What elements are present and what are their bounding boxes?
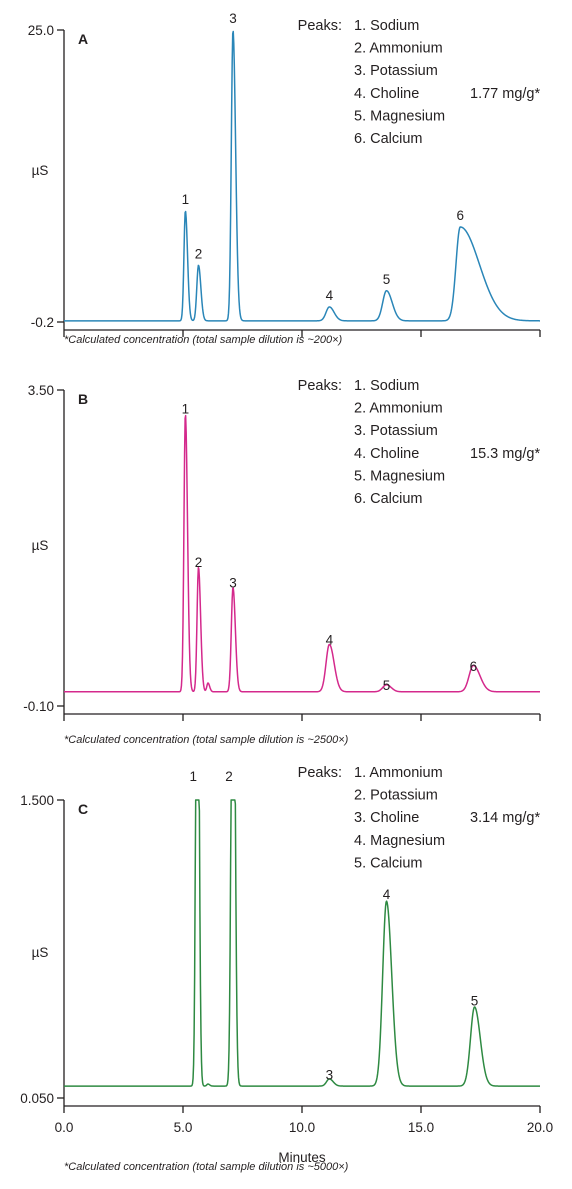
chromatogram-panel-b <box>57 389 541 721</box>
peak-list-item: 1. Sodium <box>354 378 419 394</box>
panel-label: A <box>78 31 88 47</box>
footnote: *Calculated concentration (total sample … <box>64 1161 349 1173</box>
footnote: *Calculated concentration (total sample … <box>64 734 349 746</box>
peaks-heading: Peaks: <box>298 378 342 394</box>
y-tick-label-max: 1.500 <box>20 793 54 808</box>
peak-number-label: 1 <box>190 769 198 784</box>
peak-number-label: 3 <box>229 11 237 26</box>
chromatogram-panel-c <box>57 799 541 1113</box>
x-axis-label: Minutes <box>278 1150 326 1165</box>
x-tick-label: 20.0 <box>527 1120 553 1135</box>
peak-number-label: 6 <box>470 659 478 674</box>
peak-number-label: 2 <box>195 246 203 261</box>
x-tick-label: 10.0 <box>289 1120 315 1135</box>
y-tick-label-max: 25.0 <box>28 23 54 38</box>
peak-list-item: 5. Magnesium <box>354 108 445 124</box>
peak-list-item: 4. Choline <box>354 86 419 102</box>
x-tick-label: 15.0 <box>408 1120 434 1135</box>
panel-label: C <box>78 801 88 817</box>
y-axis-label: µS <box>32 945 49 960</box>
peaks-heading: Peaks: <box>298 765 342 781</box>
peak-list-item: 4. Magnesium <box>354 833 445 849</box>
peak-list-item: 6. Calcium <box>354 491 423 507</box>
peak-list-item: 5. Calcium <box>354 855 423 871</box>
chromatogram-trace <box>63 30 541 322</box>
peak-number-label: 3 <box>326 1068 334 1083</box>
peak-number-label: 5 <box>383 272 391 287</box>
peak-number-label: 1 <box>182 402 190 417</box>
y-tick-label-min: 0.050 <box>20 1091 54 1106</box>
peak-list-item: 5. Magnesium <box>354 468 445 484</box>
y-axis-label: µS <box>32 163 49 178</box>
peak-number-label: 4 <box>326 632 334 647</box>
peak-number-label: 6 <box>457 208 465 223</box>
peak-number-label: 1 <box>182 192 190 207</box>
peak-number-label: 4 <box>326 288 334 303</box>
x-tick-label: 0.0 <box>55 1120 74 1135</box>
concentration-value: 3.14 mg/g* <box>470 810 540 826</box>
peak-list-item: 2. Potassium <box>354 788 438 804</box>
peaks-heading: Peaks: <box>298 18 342 34</box>
chromatogram-panel-a <box>57 29 541 337</box>
peak-number-label: 2 <box>225 769 233 784</box>
peak-list-item: 4. Choline <box>354 446 419 462</box>
peak-list-item: 3. Choline <box>354 810 419 826</box>
peak-list-item: 1. Sodium <box>354 18 419 34</box>
peak-number-label: 3 <box>229 575 237 590</box>
concentration-value: 15.3 mg/g* <box>470 446 540 462</box>
concentration-value: 1.77 mg/g* <box>470 86 540 102</box>
y-tick-label-max: 3.50 <box>28 383 54 398</box>
y-tick-label-min: -0.10 <box>23 699 54 714</box>
chromatogram-trace <box>63 799 541 1087</box>
peak-number-label: 4 <box>383 887 391 902</box>
panel-label: B <box>78 391 88 407</box>
peak-list-item: 2. Ammonium <box>354 41 443 57</box>
peak-number-label: 2 <box>195 555 203 570</box>
peak-list-item: 3. Potassium <box>354 423 438 439</box>
peak-list-item: 6. Calcium <box>354 131 423 147</box>
chromatogram-trace <box>63 414 541 693</box>
peak-list-item: 2. Ammonium <box>354 401 443 417</box>
y-tick-label-min: -0.2 <box>31 315 54 330</box>
x-tick-label: 5.0 <box>174 1120 193 1135</box>
peak-number-label: 5 <box>471 994 479 1009</box>
peak-number-label: 5 <box>383 678 391 693</box>
footnote: *Calculated concentration (total sample … <box>64 334 343 346</box>
peak-list-item: 1. Ammonium <box>354 765 443 781</box>
peak-list-item: 3. Potassium <box>354 63 438 79</box>
y-axis-label: µS <box>32 538 49 553</box>
